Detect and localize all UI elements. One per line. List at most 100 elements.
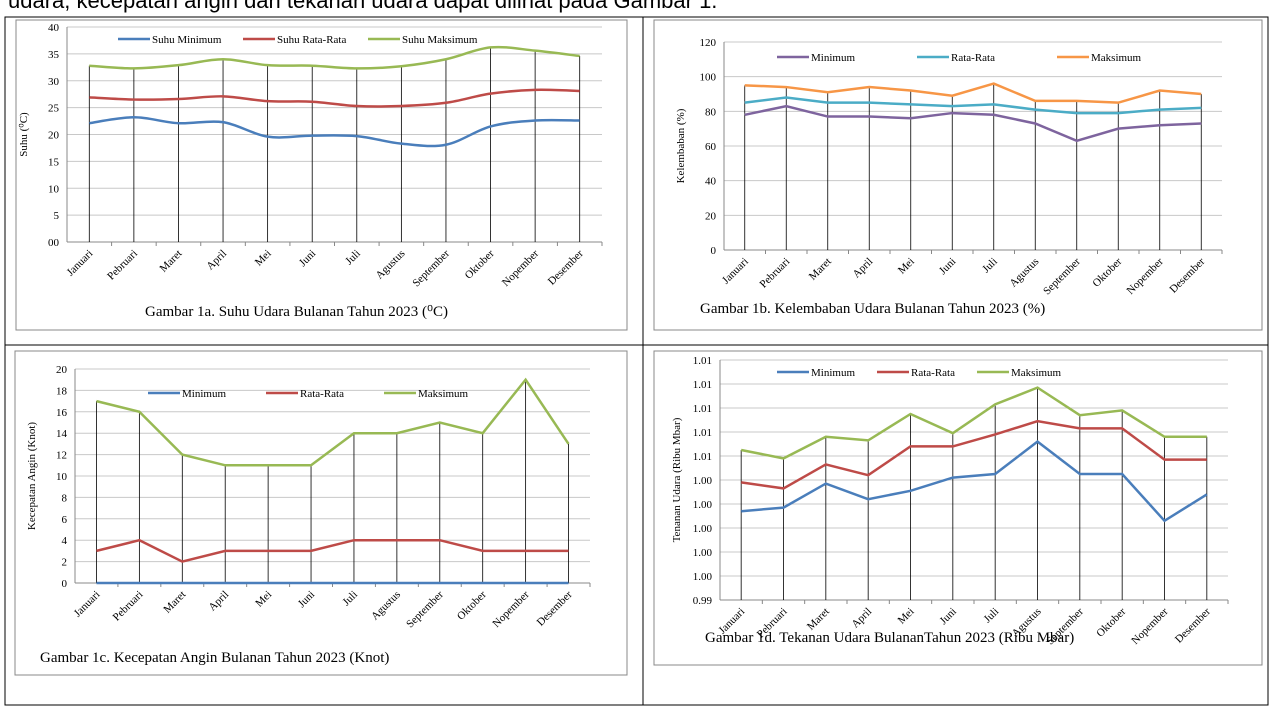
y-axis-label: Tenanan Udara (Ribu Mbar): [671, 417, 683, 542]
y-tick-label: 8: [62, 492, 68, 504]
x-tick-label: Oktober: [1090, 255, 1124, 289]
y-tick-label: 35: [48, 49, 60, 61]
legend-label: Rata-Rata: [300, 388, 344, 400]
series-line: [89, 88, 580, 108]
x-tick-label: Maret: [807, 256, 834, 283]
y-tick-label: 00: [48, 237, 60, 249]
y-tick-label: 1.01: [693, 379, 712, 391]
y-tick-label: 80: [705, 106, 717, 118]
x-tick-label: Nopember: [1129, 605, 1171, 647]
x-tick-label: Desember: [546, 247, 586, 287]
x-tick-label: Oktober: [463, 247, 497, 281]
x-tick-label: Juli: [343, 248, 363, 268]
x-tick-label: Agustus: [374, 248, 408, 282]
legend-label: Maksimum: [1011, 367, 1062, 379]
x-tick-label: Juli: [980, 256, 1000, 276]
x-tick-label: Desember: [535, 588, 575, 628]
y-tick-label: 16: [56, 407, 68, 419]
y-tick-label: 10: [48, 183, 60, 195]
x-tick-label: Nopember: [500, 247, 542, 289]
y-tick-label: 25: [48, 103, 60, 115]
series-line: [744, 96, 1202, 115]
y-tick-label: 1.00: [693, 523, 713, 535]
y-tick-label: 30: [48, 76, 60, 88]
chart-box: [15, 19, 628, 331]
y-tick-label: 1.01: [693, 427, 712, 439]
y-tick-label: 1.00: [693, 571, 713, 583]
legend-label: Maksimum: [1091, 52, 1142, 64]
y-tick-label: 12: [56, 450, 67, 462]
x-tick-label: Oktober: [1094, 605, 1128, 639]
y-axis-label: Suhu (⁰C): [18, 112, 30, 157]
y-tick-label: 120: [700, 37, 717, 49]
y-tick-label: 18: [56, 385, 68, 397]
y-tick-label: 15: [48, 156, 60, 168]
x-tick-label: September: [410, 247, 452, 289]
y-tick-label: 2: [62, 557, 68, 569]
x-tick-label: Desember: [1167, 255, 1207, 295]
x-tick-label: April: [204, 248, 229, 273]
y-tick-label: 0.99: [693, 595, 713, 607]
series-line: [744, 104, 1202, 143]
x-tick-label: April: [850, 256, 875, 281]
legend-label: Suhu Minimum: [152, 34, 222, 46]
legend-label: Suhu Rata-Rata: [277, 34, 346, 46]
header-text: udara, kecepatan angin dan tekanan udara…: [8, 0, 717, 13]
legend-label: Minimum: [811, 52, 855, 64]
x-tick-label: Maret: [161, 589, 188, 616]
y-tick-label: 40: [705, 176, 717, 188]
x-tick-label: Maret: [805, 606, 832, 633]
legend-label: Rata-Rata: [951, 52, 995, 64]
y-tick-label: 1.01: [693, 355, 712, 367]
x-tick-label: Juni: [937, 606, 958, 627]
chart-caption: Gambar 1c. Kecepatan Angin Bulanan Tahun…: [40, 650, 389, 666]
x-tick-label: Januari: [72, 589, 103, 620]
y-tick-label: 20: [705, 210, 717, 222]
x-tick-label: Mei: [253, 248, 274, 269]
x-tick-label: Pebruari: [105, 248, 140, 283]
series-line: [744, 82, 1202, 104]
series-line: [741, 440, 1208, 523]
x-tick-label: Juni: [296, 589, 317, 610]
series-line: [89, 45, 580, 70]
legend-label: Maksimum: [418, 388, 469, 400]
y-axis-label: Kelembaban (%): [675, 108, 687, 183]
table-border: [4, 16, 1269, 706]
y-tick-label: 20: [48, 130, 60, 142]
x-tick-label: Desember: [1173, 605, 1213, 645]
chart-caption: Gambar 1d. Tekanan Udara BulananTahun 20…: [705, 630, 1074, 646]
y-tick-label: 20: [56, 364, 68, 376]
series-line: [740, 419, 1207, 490]
x-tick-label: Juni: [297, 248, 318, 269]
series-line: [96, 538, 569, 563]
legend-label: Suhu Maksimum: [402, 34, 478, 46]
y-tick-label: 40: [48, 22, 60, 34]
x-tick-label: Pebruari: [758, 256, 793, 291]
y-tick-label: 0: [62, 578, 68, 590]
y-tick-label: 14: [56, 428, 68, 440]
x-tick-label: April: [849, 606, 874, 631]
y-axis-label: Kecepatan Angin (Knot): [26, 422, 38, 530]
x-tick-label: Mei: [896, 256, 917, 277]
x-tick-label: Nopember: [490, 588, 532, 630]
x-tick-label: September: [1041, 255, 1083, 297]
y-tick-label: 1.00: [693, 475, 713, 487]
y-tick-label: 100: [700, 72, 717, 84]
series-line: [96, 377, 570, 467]
y-tick-label: 4: [62, 535, 68, 547]
x-tick-label: Nopember: [1125, 255, 1167, 297]
chart-box: [14, 350, 628, 676]
x-tick-label: Juli: [982, 606, 1002, 626]
x-tick-label: April: [206, 589, 231, 614]
x-tick-label: Agustus: [369, 589, 403, 623]
chart-caption: Gambar 1a. Suhu Udara Bulanan Tahun 2023…: [145, 304, 448, 320]
series-line: [89, 116, 580, 148]
chart-box: [653, 19, 1263, 331]
x-tick-label: Maret: [158, 248, 185, 275]
y-tick-label: 1.00: [693, 499, 713, 511]
x-tick-label: Januari: [64, 248, 95, 279]
y-tick-label: 0: [711, 245, 717, 257]
y-tick-label: 5: [54, 210, 60, 222]
series-line: [740, 386, 1207, 460]
chart-box: [653, 350, 1263, 666]
